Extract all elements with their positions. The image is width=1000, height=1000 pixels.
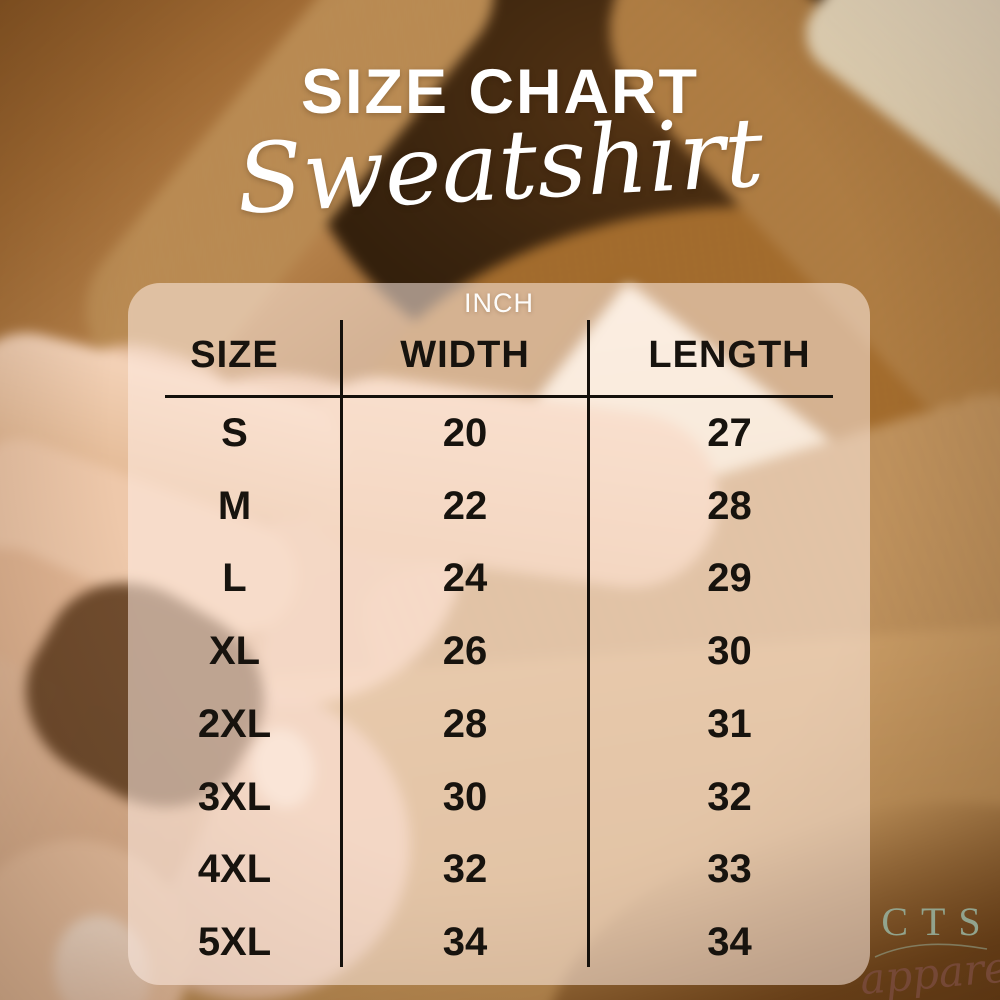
- width-cell: 34: [442, 920, 488, 965]
- length-cell: 33: [707, 847, 752, 892]
- column-header-length: LENGTH: [648, 333, 811, 376]
- table-body: S 20 27 M 22 28 L 24 29 XL 26 30 2XL 28: [128, 397, 870, 979]
- brand-logo: CTS apparel: [858, 898, 1000, 1000]
- column-divider: [587, 320, 590, 967]
- size-cell: L: [222, 556, 247, 601]
- length-cell: 32: [707, 774, 752, 819]
- width-cell: 30: [442, 774, 488, 819]
- length-cell: 29: [707, 556, 752, 601]
- width-cell: 28: [442, 701, 488, 746]
- length-cell: 27: [707, 410, 752, 455]
- header-underline: [165, 395, 833, 398]
- size-cell: M: [217, 483, 252, 528]
- width-cell: 26: [442, 629, 488, 674]
- size-chart-panel: INCH SIZE WIDTH LENGTH S 20 27 M 22 28 L…: [128, 283, 870, 985]
- size-cell: 2XL: [197, 701, 272, 746]
- table-header-row: SIZE WIDTH LENGTH: [128, 315, 870, 395]
- page-title: SIZE CHART: [301, 57, 699, 127]
- width-cell: 24: [442, 556, 488, 601]
- length-cell: 28: [707, 483, 752, 528]
- width-cell: 20: [442, 410, 488, 455]
- length-cell: 31: [707, 701, 752, 746]
- width-cell: 22: [442, 483, 488, 528]
- size-cell: 3XL: [197, 774, 272, 819]
- size-cell: S: [221, 410, 248, 455]
- column-header-width: WIDTH: [400, 333, 530, 376]
- length-cell: 34: [707, 920, 752, 965]
- length-cell: 30: [707, 629, 752, 674]
- column-divider: [340, 320, 343, 967]
- brand-name: CTS: [881, 899, 994, 944]
- size-cell: 5XL: [197, 920, 272, 965]
- unit-label: INCH: [464, 288, 534, 318]
- size-cell: XL: [208, 629, 261, 674]
- size-cell: 4XL: [197, 847, 272, 892]
- column-header-size: SIZE: [190, 333, 279, 376]
- width-cell: 32: [442, 847, 488, 892]
- brand-flourish-icon: [874, 943, 988, 958]
